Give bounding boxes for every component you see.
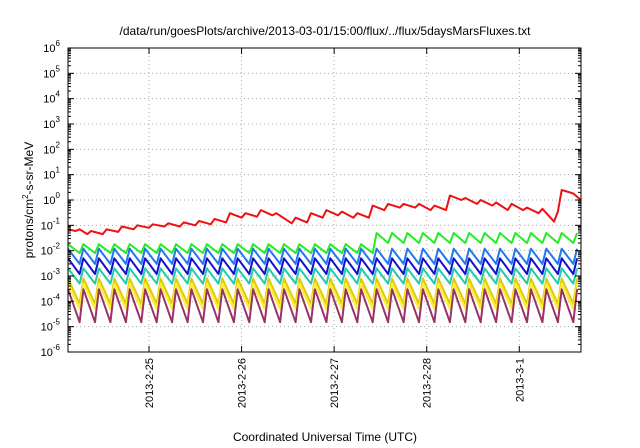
y-tick-label: 103 [43, 115, 60, 131]
y-tick-label: 10-6 [41, 343, 61, 359]
x-axis-label: Coordinated Universal Time (UTC) [233, 430, 417, 444]
y-tick-label: 10-1 [41, 216, 61, 232]
y-tick-label: 105 [43, 64, 60, 80]
y-axis-label: protons/cm2-s-sr-MeV [21, 142, 36, 258]
x-tick-label: 2013-2-27 [329, 358, 341, 408]
x-tick-label: 2013-2-25 [144, 358, 156, 408]
y-tick-label: 10-5 [41, 318, 61, 334]
y-tick-label: 100 [43, 191, 60, 207]
x-tick-labels: 2013-2-25 2013-2-26 2013-2-27 2013-2-28 2013… [144, 358, 526, 408]
chart-title: /data/run/goesPlots/archive/2013-03-01/1… [120, 24, 532, 38]
plot-frame [67, 47, 582, 353]
y-tick-label: 10-3 [41, 267, 61, 283]
series-line-2 [67, 232, 579, 255]
series-line-4 [67, 257, 579, 275]
series-line-8 [67, 288, 579, 324]
y-tick-label: 104 [43, 90, 60, 106]
series-line-3 [67, 247, 579, 265]
y-tick-label: 10-2 [41, 242, 61, 258]
y-tick-labels: 106 105 104 103 102 101 100 10-1 10-2 10-3 10-4 10-… [41, 39, 61, 359]
x-tick-label: 2013-2-28 [422, 358, 434, 408]
y-tick-label: 10-4 [41, 292, 61, 308]
x-tick-label: 2013-2-26 [237, 358, 249, 408]
y-tick-label: 102 [43, 140, 60, 156]
series-line-1 [67, 188, 582, 236]
y-tick-label: 106 [43, 39, 60, 55]
x-tick-label: 2013-3-1 [514, 358, 526, 402]
series-line-7 [67, 282, 579, 310]
y-tick-label: 101 [43, 166, 60, 182]
series-lines [67, 188, 582, 324]
series-line-5 [67, 267, 579, 285]
